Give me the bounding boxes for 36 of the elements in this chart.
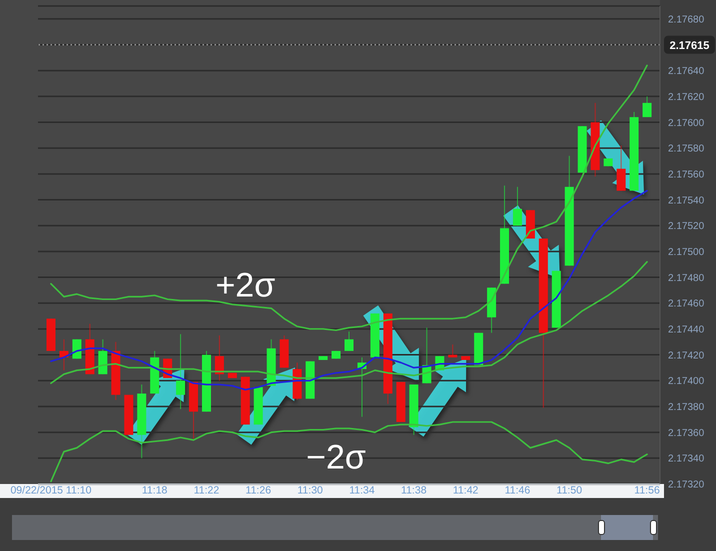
- x-tick-label: 11:56: [634, 484, 660, 496]
- text: 2.17615: [670, 40, 710, 52]
- y-tick-label: 2.17460: [668, 298, 705, 310]
- line-series: [50, 260, 648, 384]
- y-tick-label: 2.17480: [668, 272, 705, 284]
- x-tick-label: 11:26: [246, 484, 272, 496]
- y-tick-label: 2.17500: [668, 247, 705, 258]
- x-tick-label: 09/22/2015 11:10: [10, 484, 92, 496]
- y-tick-label: 2.17540: [668, 195, 705, 206]
- y-tick-label: 2.17440: [668, 324, 705, 336]
- x-tick-label: 11:30: [297, 484, 324, 496]
- line-series: [50, 190, 648, 390]
- y-tick-label: 2.17560: [668, 169, 705, 180]
- x-tick-label: 11:34: [349, 484, 375, 496]
- x-tick-label: 11:38: [401, 484, 427, 496]
- y-tick-label: 2.17520: [668, 221, 705, 232]
- y-tick-label: 2.17680: [668, 14, 705, 26]
- line-series: [50, 64, 648, 332]
- x-tick-label: 11:50: [556, 484, 582, 496]
- series-label: −2σ: [306, 438, 366, 476]
- x-tick-label: 11:42: [452, 484, 479, 496]
- y-tick-label: 2.17600: [668, 118, 705, 129]
- line-series: [50, 421, 648, 482]
- y-tick-label: 2.17380: [668, 402, 705, 414]
- x-tick-label: 11:18: [142, 484, 168, 496]
- y-tick-label: 2.17320: [668, 480, 705, 491]
- y-tick-label: 2.17580: [668, 144, 705, 155]
- x-tick-label: 11:46: [504, 484, 530, 496]
- y-tick-label: 2.17420: [668, 350, 705, 362]
- series-label: +2σ: [215, 266, 276, 305]
- y-tick-label: 2.17640: [668, 66, 705, 78]
- y-tick-label: 2.17360: [668, 428, 705, 439]
- x-tick-label: 11:22: [194, 484, 220, 496]
- y-tick-label: 2.17340: [668, 454, 705, 465]
- y-tick-label: 2.17620: [668, 92, 705, 103]
- y-tick-label: 2.17400: [668, 376, 705, 388]
